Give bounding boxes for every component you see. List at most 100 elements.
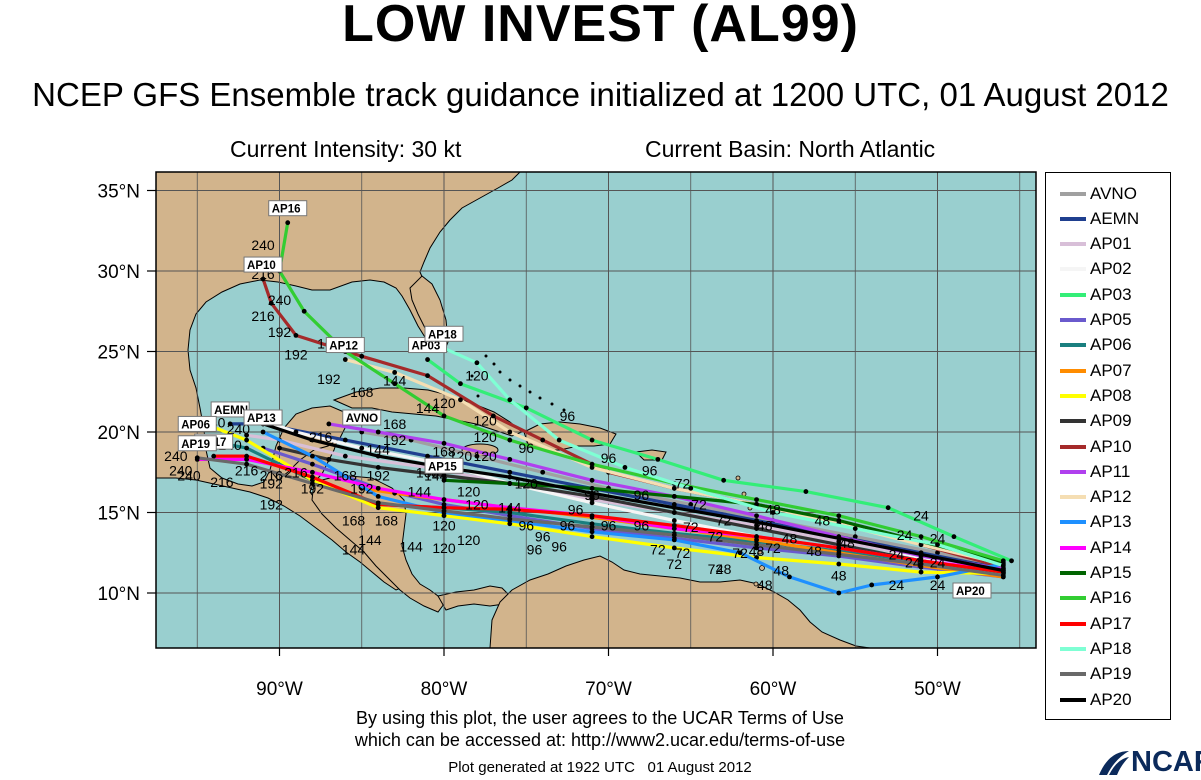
forecast-hour-label: 24 [930, 530, 946, 546]
forecast-hour-label: 120 [515, 476, 539, 492]
legend-item-ap09: AP09 [1060, 409, 1132, 434]
legend-item-ap12: AP12 [1060, 485, 1132, 510]
svg-text:AP03: AP03 [412, 341, 441, 353]
track-point [507, 429, 513, 435]
forecast-hour-label: 120 [432, 517, 456, 533]
legend-swatch [1060, 444, 1086, 449]
track-point [441, 440, 447, 446]
lon-tick-label: 90°W [256, 679, 303, 700]
track-point [392, 381, 398, 387]
legend-item-ap11: AP11 [1060, 459, 1130, 484]
legend-item-ap10: AP10 [1060, 434, 1132, 459]
legend-label: AP14 [1090, 537, 1132, 557]
forecast-hour-label: 192 [350, 480, 374, 496]
forecast-hour-label: 48 [765, 501, 781, 517]
plot-subtitle: NCEP GFS Ensemble track guidance initial… [32, 76, 1169, 113]
legend-item-ap08: AP08 [1060, 383, 1132, 408]
track-point [342, 357, 348, 362]
forecast-hour-label: 168 [375, 513, 399, 529]
track-point [441, 413, 447, 419]
svg-text:AP20: AP20 [956, 586, 985, 598]
legend-swatch [1060, 216, 1086, 221]
track-tag-ap06: AP06 [177, 415, 217, 432]
track-point [671, 510, 677, 515]
forecast-hour-label: 72 [683, 519, 699, 535]
track-point [1000, 568, 1006, 573]
forecast-hour-label: 192 [383, 432, 407, 448]
track-point [310, 481, 315, 486]
forecast-hour-label: 192 [317, 371, 341, 387]
legend-swatch [1060, 646, 1086, 651]
track-point [507, 516, 513, 522]
forecast-hour-label: 120 [457, 532, 481, 548]
track-point [474, 360, 480, 366]
forecast-hour-label: 72 [716, 513, 732, 529]
forecast-hour-label: 144 [383, 372, 407, 388]
track-point [540, 437, 546, 443]
bahamas-islands [470, 354, 566, 412]
forecast-hour-label: 72 [708, 561, 724, 577]
track-point [268, 300, 274, 306]
track-point [787, 574, 792, 580]
track-point [754, 497, 759, 503]
legend-label: AP07 [1090, 360, 1132, 380]
legend-label: AP05 [1090, 310, 1132, 329]
track-point [277, 445, 282, 451]
lat-tick-label: 35°N [98, 182, 140, 203]
forecast-hour-label: 216 [235, 463, 259, 479]
track-point [754, 513, 759, 519]
track-point [375, 485, 381, 491]
forecast-hour-label: 24 [889, 577, 905, 593]
track-point [310, 437, 315, 443]
track-point [589, 490, 595, 496]
track-point [507, 437, 513, 443]
track-point [803, 489, 809, 494]
legend-item-ap15: AP15 [1060, 561, 1132, 586]
forecast-hour-label: 48 [815, 513, 831, 529]
track-point [441, 473, 447, 478]
south-america-land [489, 555, 871, 648]
forecast-hour-label: 24 [889, 546, 905, 562]
track-point [589, 461, 595, 467]
forecast-hour-label: 48 [773, 562, 789, 578]
legend-item-ap14: AP14 [1060, 535, 1132, 560]
track-tag-ap15: AP15 [424, 457, 464, 474]
track-point [737, 550, 743, 556]
forecast-hour-label: 96 [535, 529, 551, 545]
track-point [918, 569, 924, 575]
forecast-hour-label: 120 [432, 540, 456, 556]
track-point [1000, 563, 1006, 569]
lat-tick-label: 15°N [98, 504, 140, 525]
forecast-hour-label: 192 [268, 324, 292, 340]
track-point [836, 561, 842, 567]
track-point [490, 413, 496, 419]
forecast-hour-label: 72 [650, 542, 666, 558]
track-point [293, 333, 299, 338]
forecast-hour-label: 120 [473, 413, 497, 429]
terms-disclaimer: By using this plot, the user agrees to t… [250, 707, 950, 751]
disclaimer-line-2: which can be accessed at: http://www2.uc… [354, 730, 846, 750]
track-point [310, 453, 315, 459]
forecast-hour-label: 120 [473, 429, 497, 445]
forecast-hour-label: 24 [905, 554, 921, 570]
track-point [425, 357, 430, 362]
track-point [671, 494, 677, 499]
track-ap03 [426, 358, 1013, 563]
forecast-hour-label: 96 [634, 487, 650, 503]
forecast-hour-label: 120 [432, 395, 456, 411]
forecast-hour-label: 72 [732, 545, 748, 561]
legend-swatch [1060, 520, 1086, 525]
track-point [836, 545, 842, 551]
forecast-hour-label: 96 [551, 538, 567, 554]
track-point [244, 445, 250, 451]
track-point [301, 308, 307, 314]
legend-label: AP20 [1090, 689, 1132, 709]
track-point [375, 465, 381, 470]
track-tag-ap18: AP18 [424, 325, 464, 342]
track-tag-ap10: AP10 [243, 256, 283, 273]
forecast-hour-label: 144 [358, 532, 382, 548]
forecast-hour-label: 72 [667, 556, 683, 572]
forecast-hour-label: 48 [716, 561, 732, 577]
forecast-hour-label: 240 [169, 463, 193, 479]
track-point [918, 534, 924, 540]
